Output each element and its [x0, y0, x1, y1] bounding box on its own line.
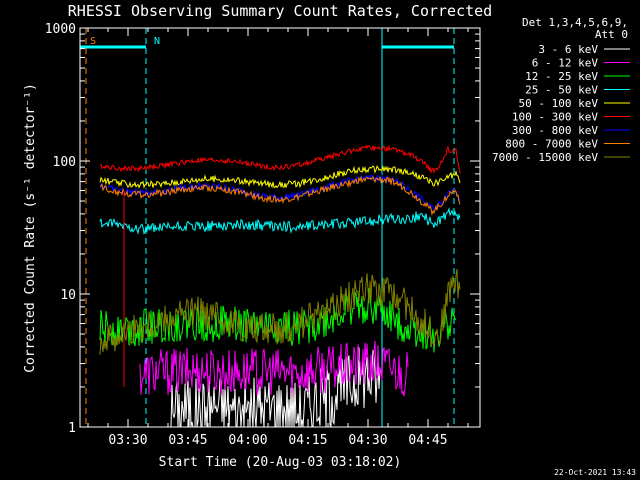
legend-label: 100 - 300 keV	[512, 111, 598, 124]
series-line-100-300keV	[99, 144, 461, 175]
x-tick-label: 04:15	[288, 433, 327, 448]
x-tick-label: 04:45	[408, 433, 447, 448]
legend-label: 12 - 25 keV	[525, 70, 598, 83]
footer-timestamp: 22-Oct-2021 13:43	[554, 468, 636, 477]
x-axis-label: Start Time (20-Aug-03 03:18:02)	[159, 455, 402, 470]
x-tick-label: 03:45	[168, 433, 207, 448]
y-tick-label: 10	[60, 288, 76, 303]
legend-label: 50 - 100 keV	[519, 97, 599, 110]
x-tick-label: 03:30	[108, 433, 147, 448]
annotation-s: S	[90, 36, 96, 47]
legend-label: 3 - 6 keV	[538, 43, 598, 56]
series-line-800-7000keV	[99, 175, 461, 216]
chart-title: RHESSI Observing Summary Count Rates, Co…	[68, 2, 492, 20]
legend-label: 6 - 12 keV	[532, 57, 599, 70]
series-line-50-100keV	[99, 164, 461, 189]
series-line-7000-15000keV	[99, 268, 461, 355]
y-tick-label: 100	[53, 155, 76, 170]
series-line-12-25keV	[99, 288, 457, 353]
plot-frame	[79, 27, 481, 428]
y-tick-label: 1000	[45, 22, 76, 37]
series-line-25-50keV	[99, 207, 461, 235]
y-tick-label: 1	[68, 421, 76, 436]
annotation-n: N	[154, 36, 160, 47]
legend-title-line1: Det 1,3,4,5,6,9,	[522, 16, 628, 29]
legend-label: 300 - 800 keV	[512, 124, 598, 137]
x-tick-label: 04:00	[228, 433, 267, 448]
legend-label: 25 - 50 keV	[525, 84, 598, 97]
legend-label: 800 - 7000 keV	[505, 138, 598, 151]
series-line-6-12keV	[139, 340, 409, 397]
x-tick-label: 04:30	[348, 433, 387, 448]
legend-title-line2: Att 0	[595, 28, 628, 41]
y-axis-label: Corrected Count Rate (s⁻¹ detector⁻¹)	[23, 83, 38, 373]
legend-label: 7000 - 15000 keV	[492, 151, 598, 164]
